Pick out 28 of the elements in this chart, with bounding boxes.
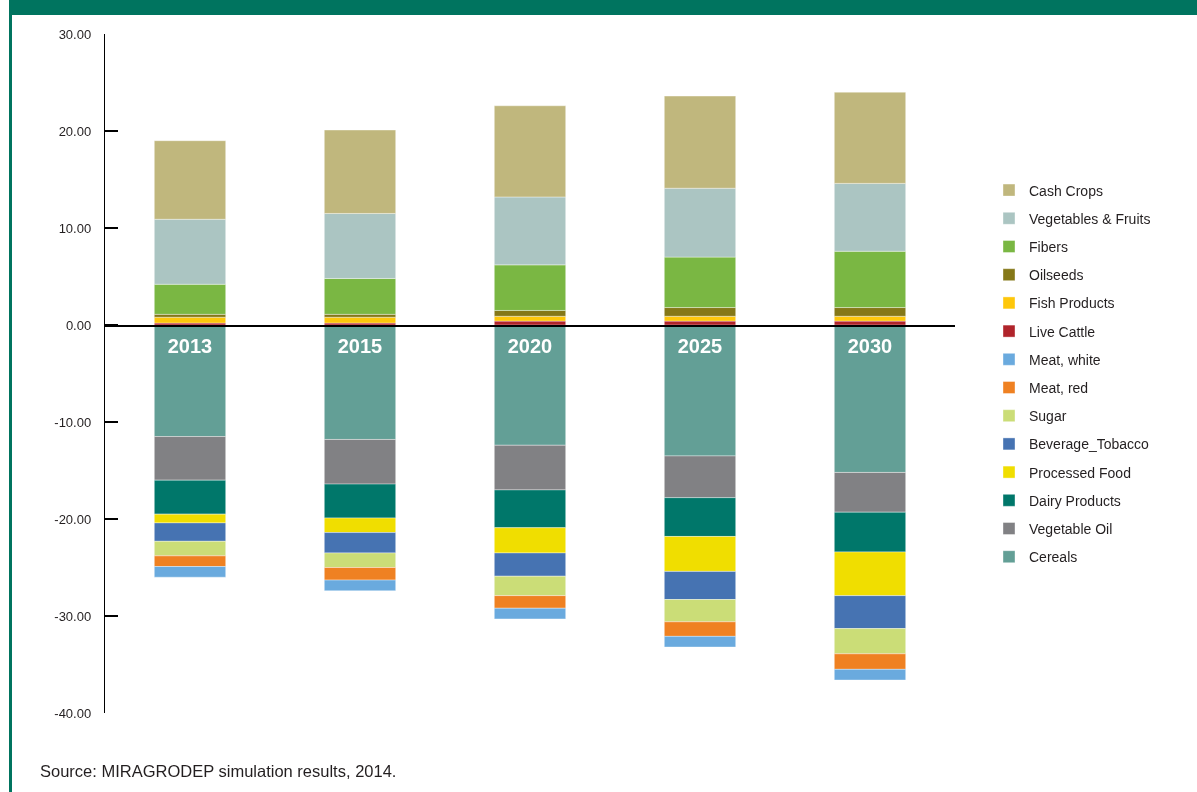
legend-label: Cereals [1029, 549, 1078, 566]
x-tick-label: 2025 [677, 334, 723, 357]
y-tick-label: 0.00 [65, 317, 92, 333]
y-tick-label: -10.00 [54, 414, 92, 430]
y-tick-label: -20.00 [54, 511, 92, 527]
legend-label: Vegetable Oil [1029, 520, 1113, 537]
x-tick-label: 2020 [507, 334, 553, 357]
source-note: Source: MIRAGRODEP simulation results, 2014. [40, 762, 397, 780]
legend-label: Oilseeds [1029, 267, 1084, 284]
legend-label: Dairy Products [1029, 492, 1121, 509]
legend-label: Meat, red [1029, 379, 1089, 396]
legend-label: Meat, white [1029, 351, 1101, 368]
y-tick-label: 30.00 [58, 26, 92, 42]
y-tick-label: 10.00 [58, 220, 92, 236]
legend-label: Fibers [1029, 238, 1068, 255]
y-tick-label: -40.00 [54, 705, 92, 721]
y-tick-label: 20.00 [58, 123, 92, 139]
x-tick-label: 2013 [167, 334, 213, 357]
legend-label: Live Cattle [1029, 323, 1096, 340]
x-tick-label: 2015 [337, 334, 383, 357]
legend-label: Cash Crops [1029, 182, 1103, 199]
legend-label: Vegetables & Fruits [1029, 210, 1151, 227]
legend-label: Fish Products [1029, 295, 1115, 312]
legend-label: Beverage_Tobacco [1029, 436, 1150, 453]
legend-label: Processed Food [1029, 464, 1131, 481]
legend-label: Sugar [1029, 408, 1067, 425]
x-tick-label: 2030 [847, 334, 893, 357]
y-tick-label: -30.00 [54, 608, 92, 624]
